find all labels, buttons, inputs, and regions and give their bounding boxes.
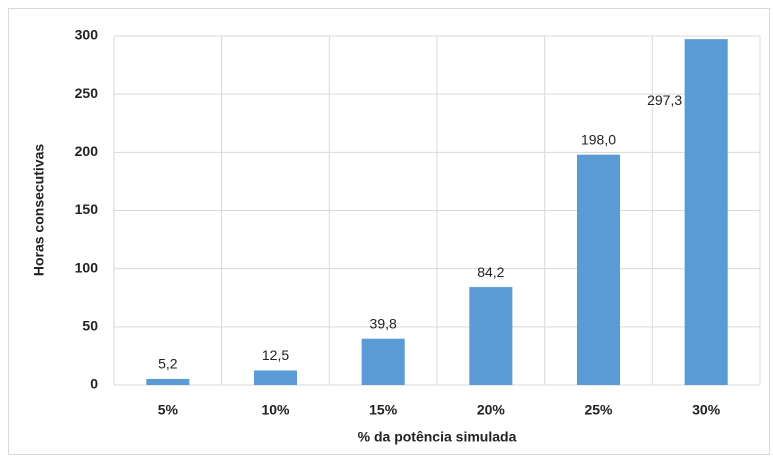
x-tick-label: 25%	[584, 402, 613, 418]
data-label: 198,0	[581, 131, 616, 147]
x-tick-label: 30%	[692, 402, 721, 418]
y-tick-label: 200	[75, 143, 99, 159]
bar	[469, 287, 513, 385]
y-tick-label: 0	[90, 376, 98, 392]
y-tick-label: 250	[75, 85, 99, 101]
bar	[146, 378, 190, 385]
chart-border	[8, 8, 770, 455]
bar	[253, 370, 298, 385]
y-tick-label: 100	[75, 259, 99, 275]
data-label: 39,8	[370, 315, 397, 331]
data-label: 12,5	[262, 347, 289, 363]
y-tick-label: 50	[82, 318, 98, 334]
x-tick-label: 15%	[369, 402, 398, 418]
bar	[684, 39, 728, 386]
y-tick-label: 150	[75, 201, 99, 217]
x-tick-label: 5%	[158, 402, 179, 418]
bar	[361, 338, 405, 385]
bar	[576, 154, 621, 385]
data-label: 297,3	[647, 92, 682, 108]
x-axis-label: % da potência simulada	[358, 429, 517, 445]
data-label: 5,2	[158, 356, 178, 372]
y-axis-label: Horas consecutivas	[31, 144, 47, 276]
x-tick-label: 20%	[477, 402, 506, 418]
y-tick-label: 300	[75, 27, 99, 43]
x-tick-label: 10%	[261, 402, 290, 418]
data-label: 84,2	[477, 264, 504, 280]
